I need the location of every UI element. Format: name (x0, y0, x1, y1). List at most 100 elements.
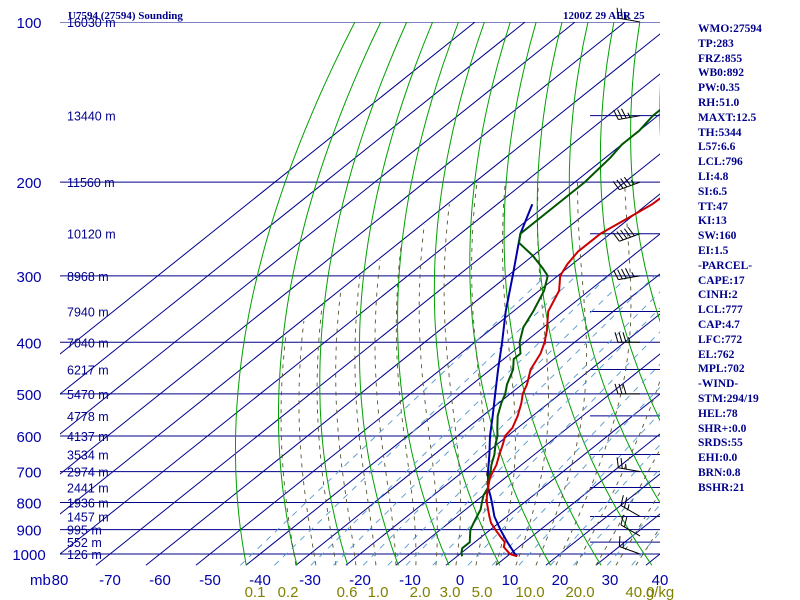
stat-item: CINH:2 (698, 289, 738, 302)
moist-adiabat (555, 182, 632, 566)
moist-adiabat (635, 526, 660, 566)
temp-tick-label: -10 (399, 572, 421, 589)
stat-item: EL:762 (698, 348, 735, 361)
mixing-ratio-label: 40.0 (625, 584, 654, 600)
isotherm (395, 353, 660, 566)
wind-barb (614, 332, 640, 343)
wind-barb-feather (627, 227, 635, 237)
isotherm (95, 113, 660, 566)
height-label: 1936 m (67, 496, 109, 510)
mixing-ratio-line (432, 331, 660, 566)
moist-adiabat (595, 448, 660, 566)
isotherm (60, 33, 660, 515)
mixing-ratio-line (362, 275, 655, 566)
pressure-label: 700 (16, 465, 41, 482)
wind-barb-half-feather (627, 504, 630, 510)
stat-item: PW:0.35 (698, 82, 740, 95)
wind-barb-feather (617, 109, 623, 120)
wind-barb-feather (617, 269, 623, 280)
stat-item: LFC:772 (698, 333, 743, 346)
moist-adiabat (495, 182, 516, 566)
isotherm (545, 473, 660, 566)
wind-barb-feather (623, 176, 632, 186)
height-label: 13440 m (67, 110, 116, 124)
wind-barb-half-feather (627, 112, 631, 118)
wind-barb-feather (613, 270, 619, 280)
temp-tick-label: 20 (552, 572, 569, 589)
pressure-label: 100 (16, 15, 41, 32)
wind-barb-feather (612, 232, 620, 242)
dry-adiabat (278, 22, 382, 566)
wind-barb-feather (612, 181, 620, 190)
isotherm (195, 193, 660, 566)
mixing-ratio-label: 0.6 (337, 584, 358, 600)
temperature-trace (485, 197, 660, 558)
temp-tick-label: -70 (99, 572, 121, 589)
isotherm (345, 313, 660, 566)
stat-item: EHI:0.0 (698, 452, 738, 465)
dry-adiabat (536, 22, 653, 566)
dry-adiabat (630, 22, 660, 323)
height-label: 126 m (67, 548, 102, 562)
stat-item: SHR+:0.0 (698, 422, 747, 435)
wind-barb (612, 227, 641, 242)
wind-barb-feather (616, 7, 619, 19)
station-title: U7594 (27594) Sounding (68, 10, 183, 22)
pressure-label: 600 (16, 429, 41, 446)
stat-item: RH:51.0 (698, 96, 740, 109)
mixing-ratio-line (606, 504, 660, 566)
wind-barb-feather (623, 497, 628, 508)
temp-tick-label: -40 (249, 572, 271, 589)
mixing-ratio-label: 5.0 (472, 584, 493, 600)
wind-barb-feather (621, 268, 627, 279)
dry-adiabat (397, 22, 459, 566)
height-label: 6217 m (67, 364, 109, 378)
mixing-ratio-label: 0.2 (278, 584, 299, 600)
pressure-label: 900 (16, 523, 41, 540)
stat-item: BSHR:21 (698, 481, 745, 494)
moist-adiabat (374, 259, 397, 566)
temp-tick-label: 40 (652, 572, 669, 589)
height-label: 7040 m (67, 336, 109, 350)
isotherm (60, 22, 576, 435)
isotherm (245, 233, 660, 566)
wind-barb-feather (623, 228, 632, 238)
wind-barb-feather (620, 178, 628, 188)
wind-barb-feather (616, 231, 624, 241)
isotherm (495, 433, 660, 566)
stat-item: L57:6.6 (698, 141, 736, 154)
moist-adiabat (280, 333, 297, 566)
stat-item: TT:47 (698, 200, 728, 213)
mixing-ratio-label: 10.0 (515, 584, 544, 600)
moist-adiabat (535, 182, 588, 566)
stat-item: LCL:777 (698, 304, 743, 317)
wind-barb-feather (614, 332, 619, 343)
mixing-ratio-label: 1.0 (368, 584, 389, 600)
wind-barb (616, 457, 641, 473)
moist-adiabat (354, 275, 377, 566)
temp-tick-label: -50 (199, 572, 221, 589)
height-label: 10120 m (67, 228, 116, 242)
temp-tick-label: 80 (52, 572, 69, 589)
wind-barb-feather (618, 332, 623, 343)
isotherm (60, 22, 476, 355)
pressure-unit-label: mb (30, 572, 51, 589)
mixing-ratio-line (274, 275, 577, 566)
temp-tick-label: 30 (602, 572, 619, 589)
wind-barb-feather (625, 268, 631, 278)
wind-barb-feather (613, 109, 619, 120)
sounding-traces (460, 108, 660, 558)
moist-adiabat (335, 290, 357, 566)
height-label: 2441 m (67, 482, 109, 496)
temp-tick-label: 10 (502, 572, 519, 589)
wind-barb (620, 495, 641, 517)
dewpoint-trace (460, 108, 660, 557)
mixing-ratio-line (518, 412, 660, 566)
wind-barb-feather (618, 536, 621, 547)
stat-item: TH:5344 (698, 126, 742, 139)
wind-barbs (612, 7, 641, 555)
stat-item: CAPE:17 (698, 274, 745, 287)
mixing-ratio-unit: g/kg (646, 584, 674, 600)
moist-adiabat (515, 182, 549, 566)
wind-barb-feather (620, 8, 623, 19)
